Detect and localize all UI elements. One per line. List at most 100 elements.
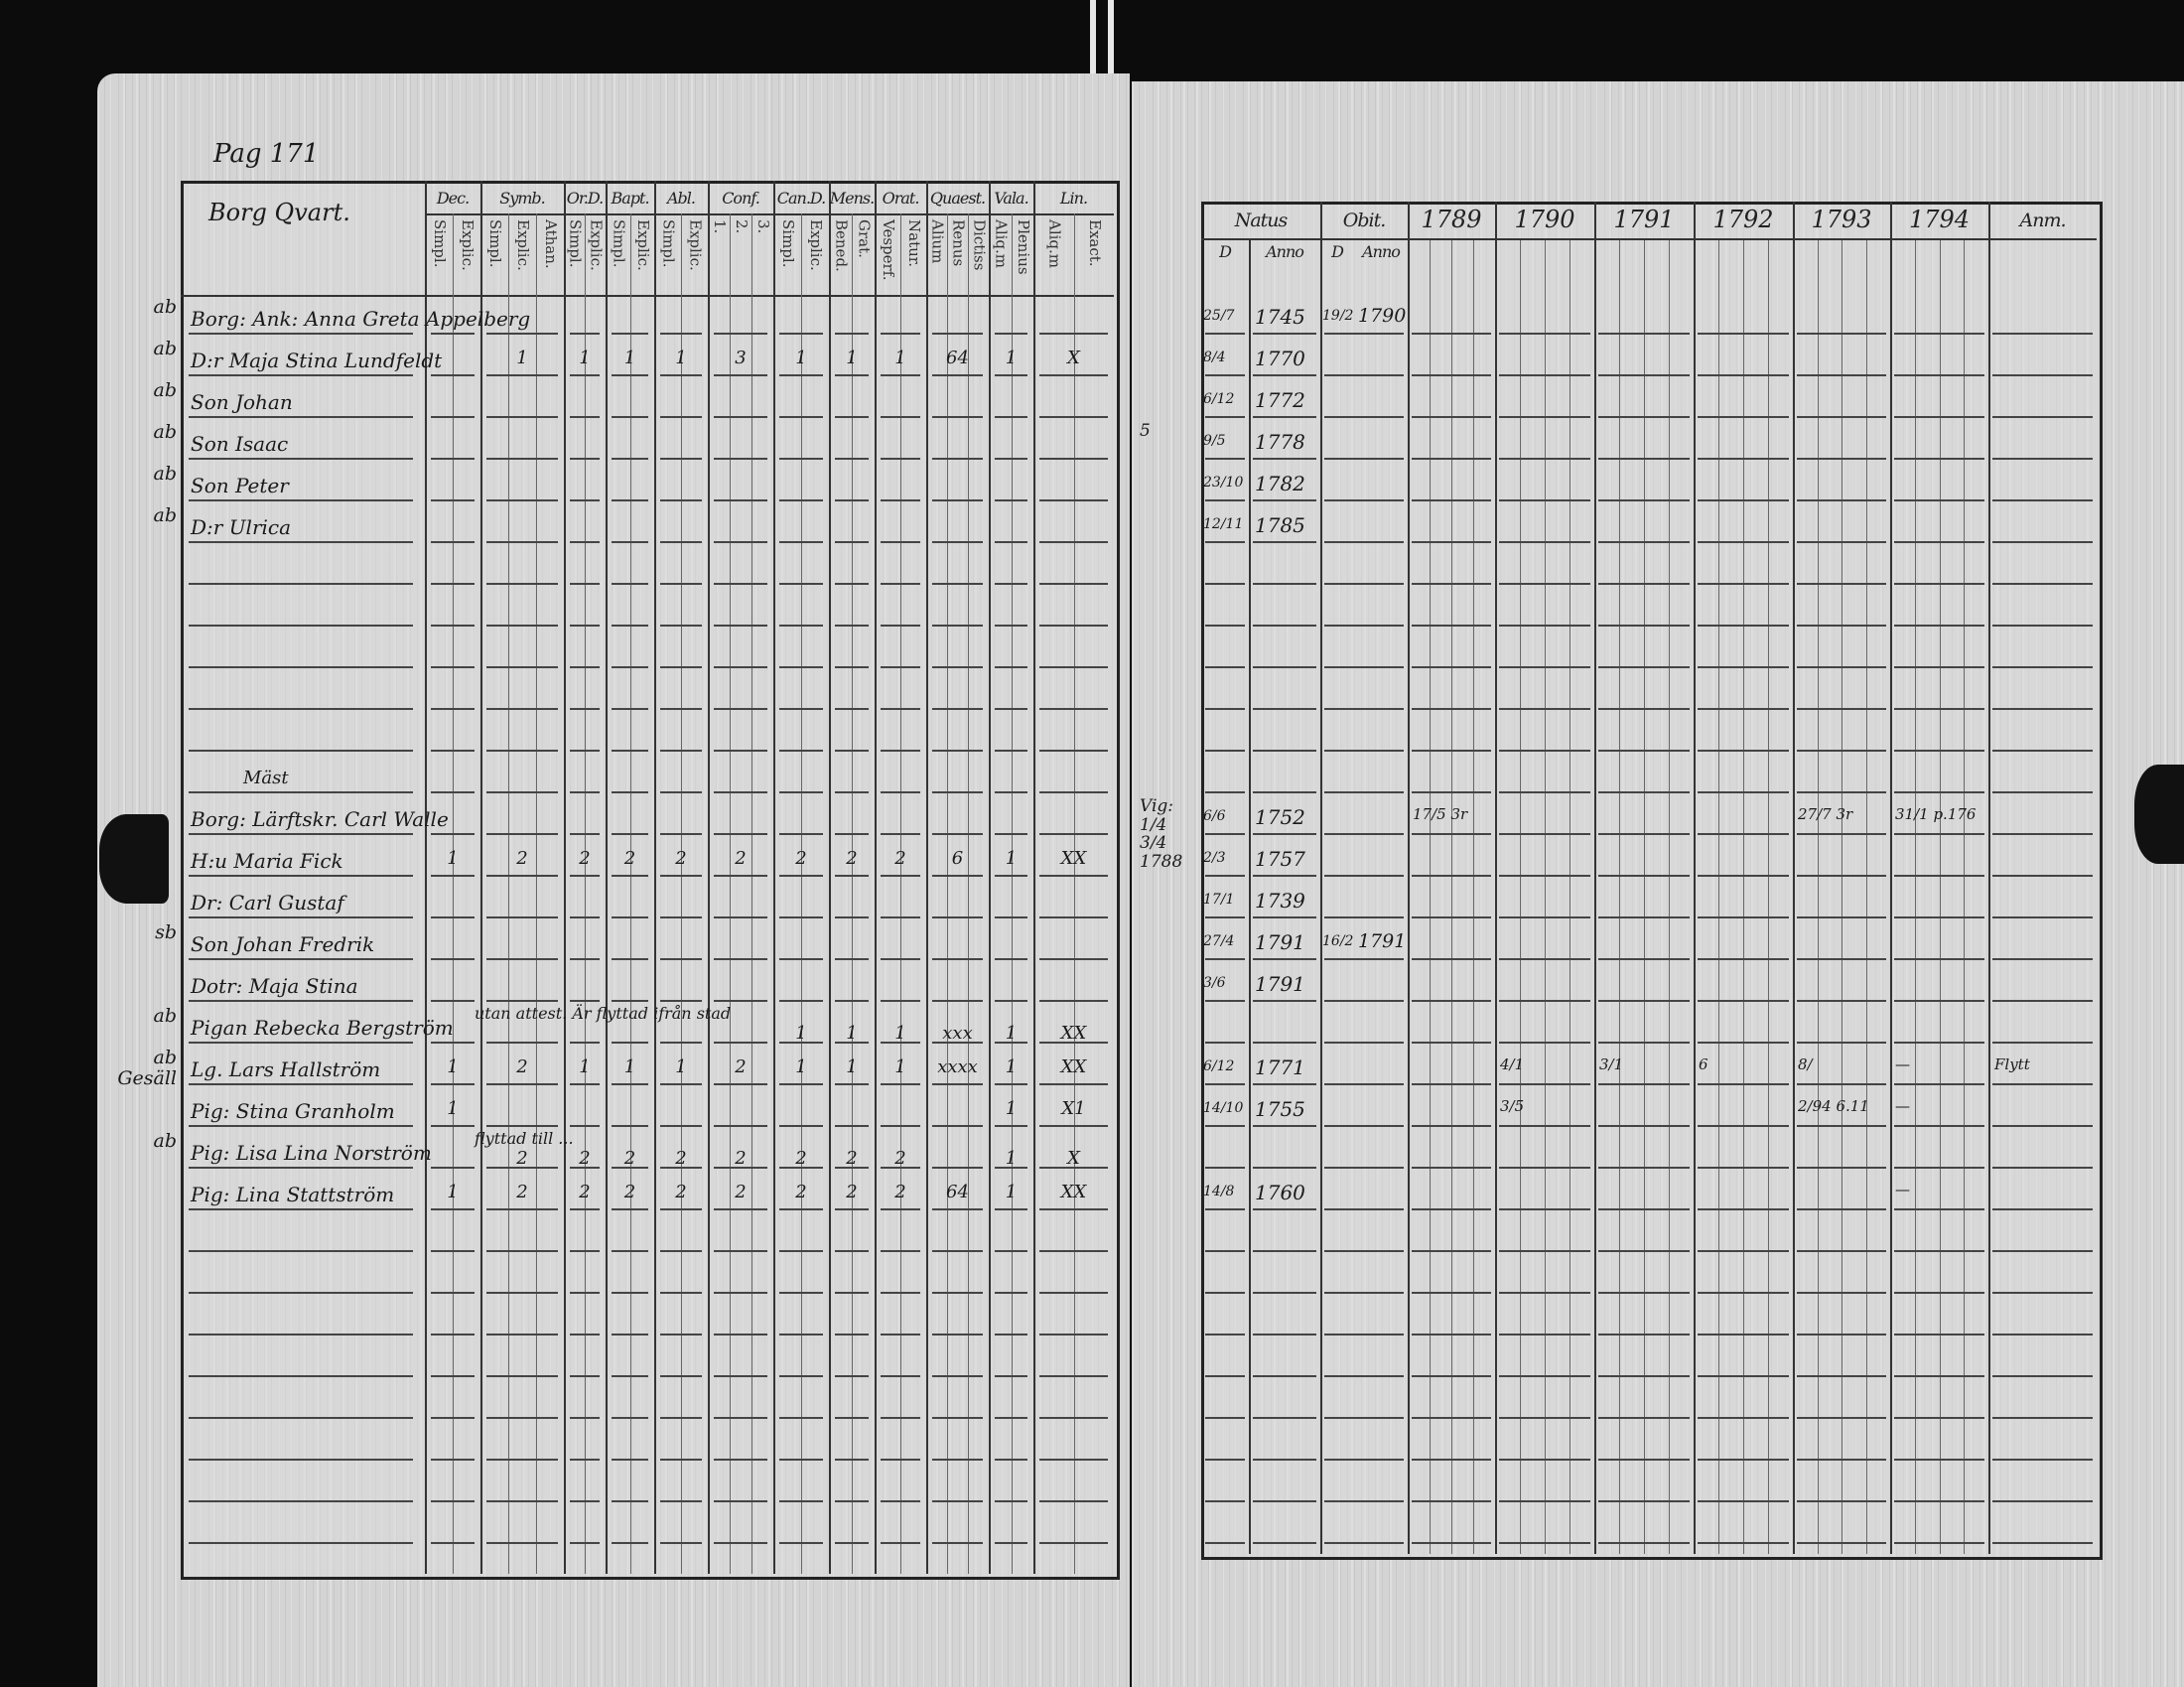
row-line bbox=[881, 416, 920, 418]
row-line bbox=[881, 1167, 920, 1169]
row-line bbox=[570, 541, 600, 543]
row-line bbox=[779, 1500, 823, 1502]
person-name: Son Peter bbox=[191, 474, 289, 497]
row-line bbox=[431, 958, 475, 960]
mark-cell: 2 bbox=[675, 1148, 687, 1169]
row-line bbox=[714, 1042, 767, 1044]
obit-header: Obit. bbox=[1342, 210, 1387, 231]
row-line bbox=[1598, 1208, 1690, 1210]
row-line bbox=[1598, 1417, 1690, 1419]
row-line bbox=[779, 875, 823, 877]
row-line bbox=[1205, 875, 1245, 877]
row-line bbox=[189, 1125, 413, 1127]
row-line bbox=[714, 1125, 767, 1127]
row-line bbox=[486, 374, 558, 376]
row-prefix: ab bbox=[153, 1130, 178, 1152]
row-line bbox=[1324, 708, 1404, 710]
row-line bbox=[835, 875, 869, 877]
row-line bbox=[1324, 1125, 1404, 1127]
row-line bbox=[714, 1542, 767, 1544]
row-line bbox=[431, 666, 475, 668]
row-line bbox=[714, 1292, 767, 1294]
row-line bbox=[1698, 1459, 1789, 1461]
row-line bbox=[1598, 958, 1690, 960]
row-line bbox=[570, 1042, 600, 1044]
column-subheader: Renus bbox=[949, 219, 968, 267]
row-line bbox=[1598, 833, 1690, 835]
mark-cell: 2 bbox=[623, 1182, 636, 1202]
birth-day: 6/6 bbox=[1203, 808, 1226, 824]
column-header: Lin. bbox=[1059, 189, 1088, 208]
row-line bbox=[1205, 750, 1245, 752]
row-line bbox=[1698, 666, 1789, 668]
row-line bbox=[1797, 333, 1886, 335]
column-divider bbox=[829, 181, 831, 1574]
mark-cell: 2 bbox=[516, 848, 528, 869]
row-line bbox=[1324, 958, 1404, 960]
row-prefix: ab bbox=[153, 1005, 178, 1027]
row-line bbox=[1412, 916, 1491, 918]
birth-day: 27/4 bbox=[1203, 933, 1235, 949]
mark-cell: xxx bbox=[942, 1023, 973, 1044]
mark-cell: XX bbox=[1060, 848, 1087, 869]
year-note: 3/1 bbox=[1599, 1055, 1624, 1073]
mark-cell: 1 bbox=[623, 1056, 636, 1077]
row-line bbox=[1598, 416, 1690, 418]
row-line bbox=[1894, 833, 1984, 835]
column-divider bbox=[1890, 202, 1892, 1554]
row-line bbox=[1205, 1500, 1245, 1502]
row-line bbox=[932, 875, 983, 877]
row-line bbox=[570, 499, 600, 501]
birth-year: 1791 bbox=[1255, 930, 1305, 954]
row-line bbox=[1253, 374, 1316, 376]
row-line bbox=[1797, 1375, 1886, 1377]
row-line bbox=[995, 625, 1027, 627]
row-line bbox=[660, 1000, 702, 1002]
row-line bbox=[660, 1042, 702, 1044]
row-line bbox=[660, 1292, 702, 1294]
row-line bbox=[486, 750, 558, 752]
row-line bbox=[570, 875, 600, 877]
column-subheader: Explic. bbox=[807, 219, 825, 271]
row-line bbox=[1992, 1459, 2093, 1461]
row-line bbox=[881, 791, 920, 793]
mark-cell: 1 bbox=[447, 1056, 459, 1077]
row-line bbox=[1039, 1250, 1108, 1252]
mark-cell: XX bbox=[1060, 1023, 1087, 1044]
row-line bbox=[1992, 374, 2093, 376]
row-line bbox=[1894, 374, 1984, 376]
row-line bbox=[881, 1250, 920, 1252]
row-line bbox=[431, 1417, 475, 1419]
mark-cell: 2 bbox=[623, 848, 636, 869]
row-line bbox=[835, 1125, 869, 1127]
row-line bbox=[570, 1500, 600, 1502]
right-register-table bbox=[1201, 202, 2103, 1560]
row-line bbox=[714, 1500, 767, 1502]
row-line bbox=[486, 499, 558, 501]
row-line bbox=[1698, 708, 1789, 710]
row-line bbox=[570, 1083, 600, 1085]
row-line bbox=[1499, 1334, 1590, 1336]
row-line bbox=[1598, 1250, 1690, 1252]
row-line bbox=[486, 1417, 558, 1419]
row-line bbox=[1205, 791, 1245, 793]
row-line bbox=[431, 1292, 475, 1294]
row-line bbox=[1499, 1042, 1590, 1044]
row-prefix: sb bbox=[155, 921, 177, 943]
remark-text: flyttad till ... bbox=[475, 1129, 574, 1148]
row-line bbox=[1205, 416, 1245, 418]
row-line bbox=[486, 1542, 558, 1544]
row-line bbox=[835, 1167, 869, 1169]
row-line bbox=[1499, 416, 1590, 418]
row-line bbox=[932, 916, 983, 918]
person-name: Son Isaac bbox=[191, 432, 289, 456]
row-line bbox=[1324, 416, 1404, 418]
row-line bbox=[612, 1000, 648, 1002]
row-line bbox=[1698, 1250, 1789, 1252]
death-day: 19/2 bbox=[1322, 308, 1354, 324]
row-line bbox=[486, 875, 558, 877]
row-line bbox=[1499, 583, 1590, 585]
row-line bbox=[1992, 1083, 2093, 1085]
subcolumn-divider bbox=[1011, 213, 1013, 1574]
mark-cell: XX bbox=[1060, 1182, 1087, 1202]
